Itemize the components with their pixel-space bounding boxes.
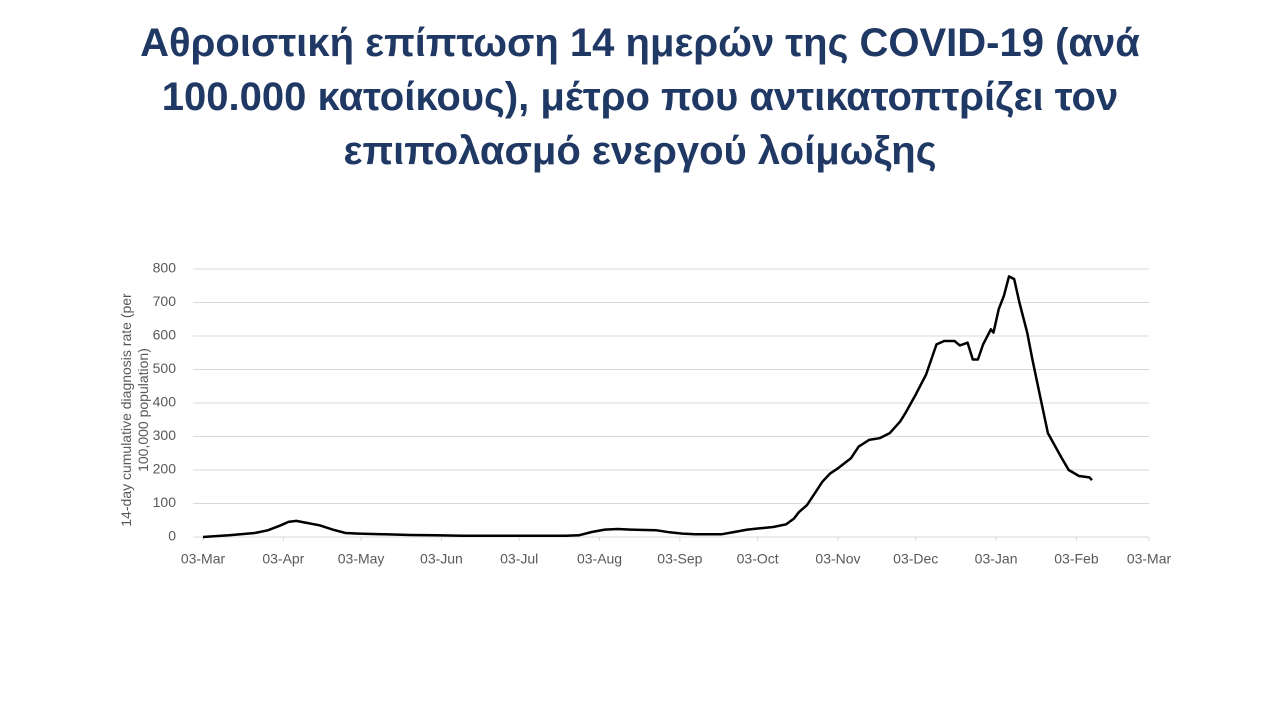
x-tick-label: 03-Nov — [815, 551, 860, 567]
x-tick-label: 03-Jan — [975, 551, 1018, 567]
y-tick-label: 500 — [153, 360, 177, 376]
x-tick-label: 03-Sep — [657, 551, 702, 567]
y-tick-label: 300 — [153, 427, 177, 443]
x-tick-label: 03-May — [338, 551, 385, 567]
data-line — [202, 275, 1093, 539]
x-tick-label: 03-Apr — [262, 551, 304, 567]
y-tick-label: 100 — [153, 494, 177, 510]
x-tick-label: 03-Oct — [737, 551, 779, 567]
y-tick-label: 0 — [168, 528, 176, 544]
x-tick-label: 03-Jul — [500, 551, 538, 567]
y-tick-label: 400 — [153, 394, 177, 410]
y-tick-label: 800 — [153, 260, 177, 276]
x-tick-label: 03-Dec — [893, 551, 938, 567]
chart-title: Αθροιστική επίπτωση 14 ημερών της COVID-… — [140, 21, 1140, 173]
y-tick-label: 200 — [153, 461, 177, 477]
x-tick-label: 03-Feb — [1054, 551, 1099, 567]
x-tick-label: 03-Mar — [1127, 551, 1172, 567]
y-tick-label: 700 — [153, 293, 177, 309]
x-tick-label: 03-Aug — [577, 551, 622, 567]
y-tick-label: 600 — [153, 327, 177, 343]
x-tick-label: 03-Mar — [181, 551, 226, 567]
x-tick-label: 03-Jun — [420, 551, 463, 567]
